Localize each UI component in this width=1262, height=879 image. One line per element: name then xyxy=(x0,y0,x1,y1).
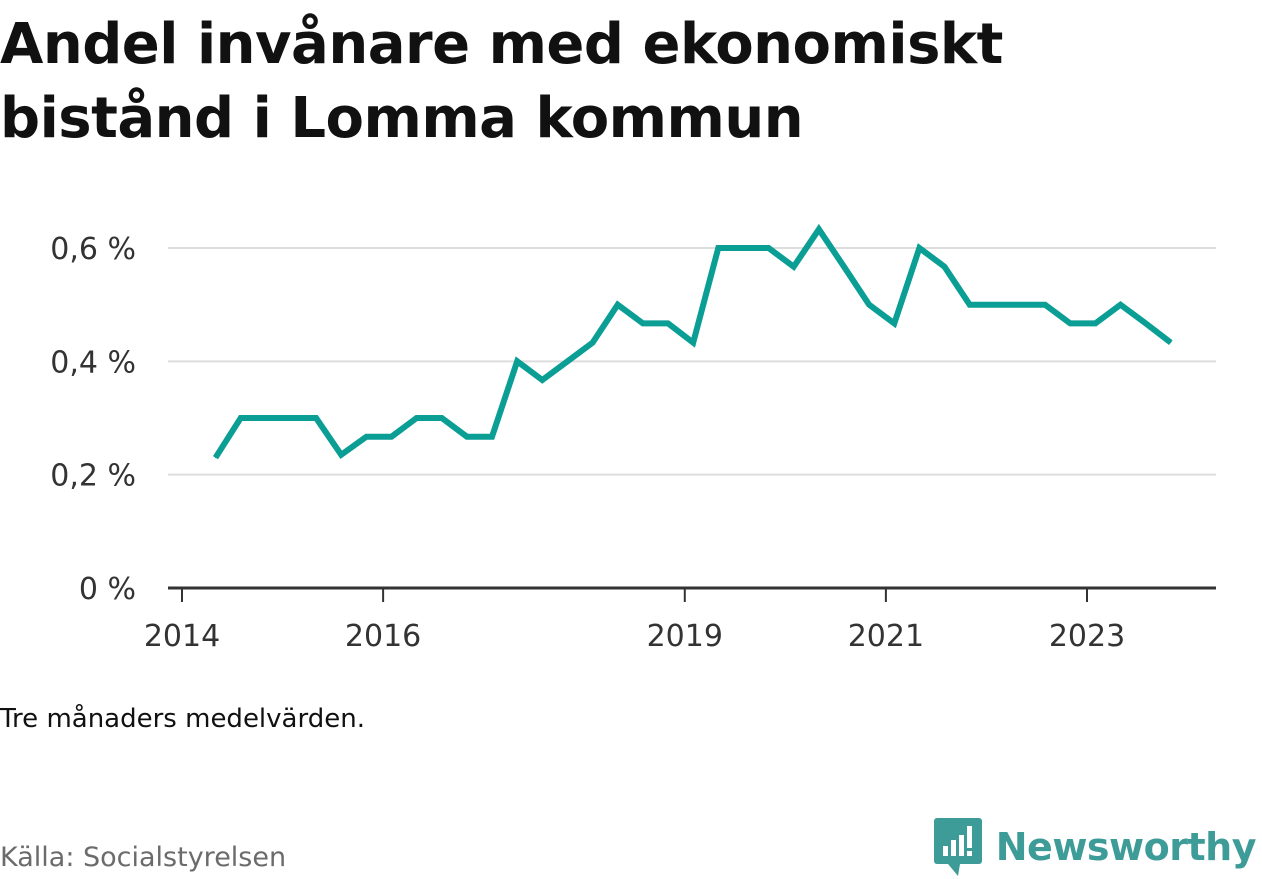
brand-name: Newsworthy xyxy=(995,825,1257,869)
data-point xyxy=(1145,322,1147,324)
data-point xyxy=(1044,304,1046,306)
data-point xyxy=(717,247,719,249)
x-tick-label: 2023 xyxy=(1049,619,1125,654)
chart-speech-bubble-icon xyxy=(933,818,982,876)
data-point xyxy=(567,360,568,362)
x-tick-label: 2016 xyxy=(345,619,421,654)
data-point xyxy=(516,360,518,362)
data-point xyxy=(969,304,971,306)
chart-note: Tre månaders medelvärden. xyxy=(0,704,365,734)
data-point xyxy=(240,417,242,419)
data-point xyxy=(416,417,418,419)
data-point xyxy=(692,342,694,344)
x-tick-label: 2019 xyxy=(647,619,723,654)
x-tick-label: 2014 xyxy=(144,619,220,654)
data-point xyxy=(592,342,594,344)
data-point xyxy=(391,436,392,438)
data-point xyxy=(315,417,317,419)
data-point xyxy=(642,322,644,324)
data-point xyxy=(290,417,292,419)
data-point xyxy=(1094,322,1096,324)
data-point xyxy=(491,436,493,438)
data-point xyxy=(818,228,820,230)
data-point xyxy=(1019,304,1021,306)
data-point xyxy=(541,379,543,381)
y-tick-label: 0,6 % xyxy=(50,232,136,267)
data-point xyxy=(1069,322,1071,324)
data-point xyxy=(994,304,996,306)
data-point xyxy=(265,417,267,419)
data-point xyxy=(365,436,367,438)
y-tick-label: 0 % xyxy=(79,572,136,607)
y-tick-label: 0,2 % xyxy=(50,459,136,494)
data-point xyxy=(843,266,845,268)
data-point xyxy=(215,457,216,459)
data-point xyxy=(918,247,920,249)
data-point xyxy=(667,322,669,324)
line-chart: 0 % 0,2 % 0,4 % 0,6 % 2014 2016 2019 2021 2023 xyxy=(50,223,1216,654)
data-point xyxy=(944,266,945,268)
newsworthy-logo: Newsworthy xyxy=(933,818,1257,876)
data-point xyxy=(893,322,895,324)
data-point xyxy=(768,247,770,249)
data-point xyxy=(1170,342,1172,344)
chart-title-line2: bistånd i Lomma kommun xyxy=(0,86,804,151)
source-label: Källa: Socialstyrelsen xyxy=(0,842,287,873)
data-point xyxy=(441,417,443,419)
data-point xyxy=(617,304,619,306)
data-point xyxy=(868,304,870,306)
series-line xyxy=(212,223,1173,460)
data-point xyxy=(742,247,744,249)
data-point xyxy=(466,436,468,438)
data-point xyxy=(1120,304,1121,306)
chart-title-line1: Andel invånare med ekonomiskt xyxy=(0,12,1003,77)
chart-title: Andel invånare med ekonomiskt bistånd i … xyxy=(0,8,1240,156)
y-tick-label: 0,4 % xyxy=(50,345,136,380)
x-tick-label: 2021 xyxy=(848,619,924,654)
data-point xyxy=(793,266,795,268)
data-point xyxy=(340,454,342,456)
